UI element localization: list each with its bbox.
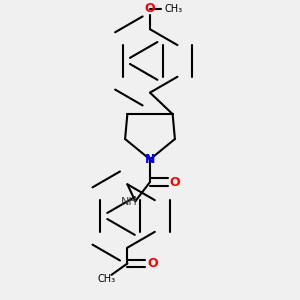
Text: O: O [169,176,180,188]
Text: CH₃: CH₃ [165,4,183,14]
Text: O: O [145,2,155,15]
Text: NH: NH [121,197,138,207]
Text: CH₃: CH₃ [98,274,116,284]
Text: N: N [145,153,155,166]
Text: O: O [147,257,158,270]
